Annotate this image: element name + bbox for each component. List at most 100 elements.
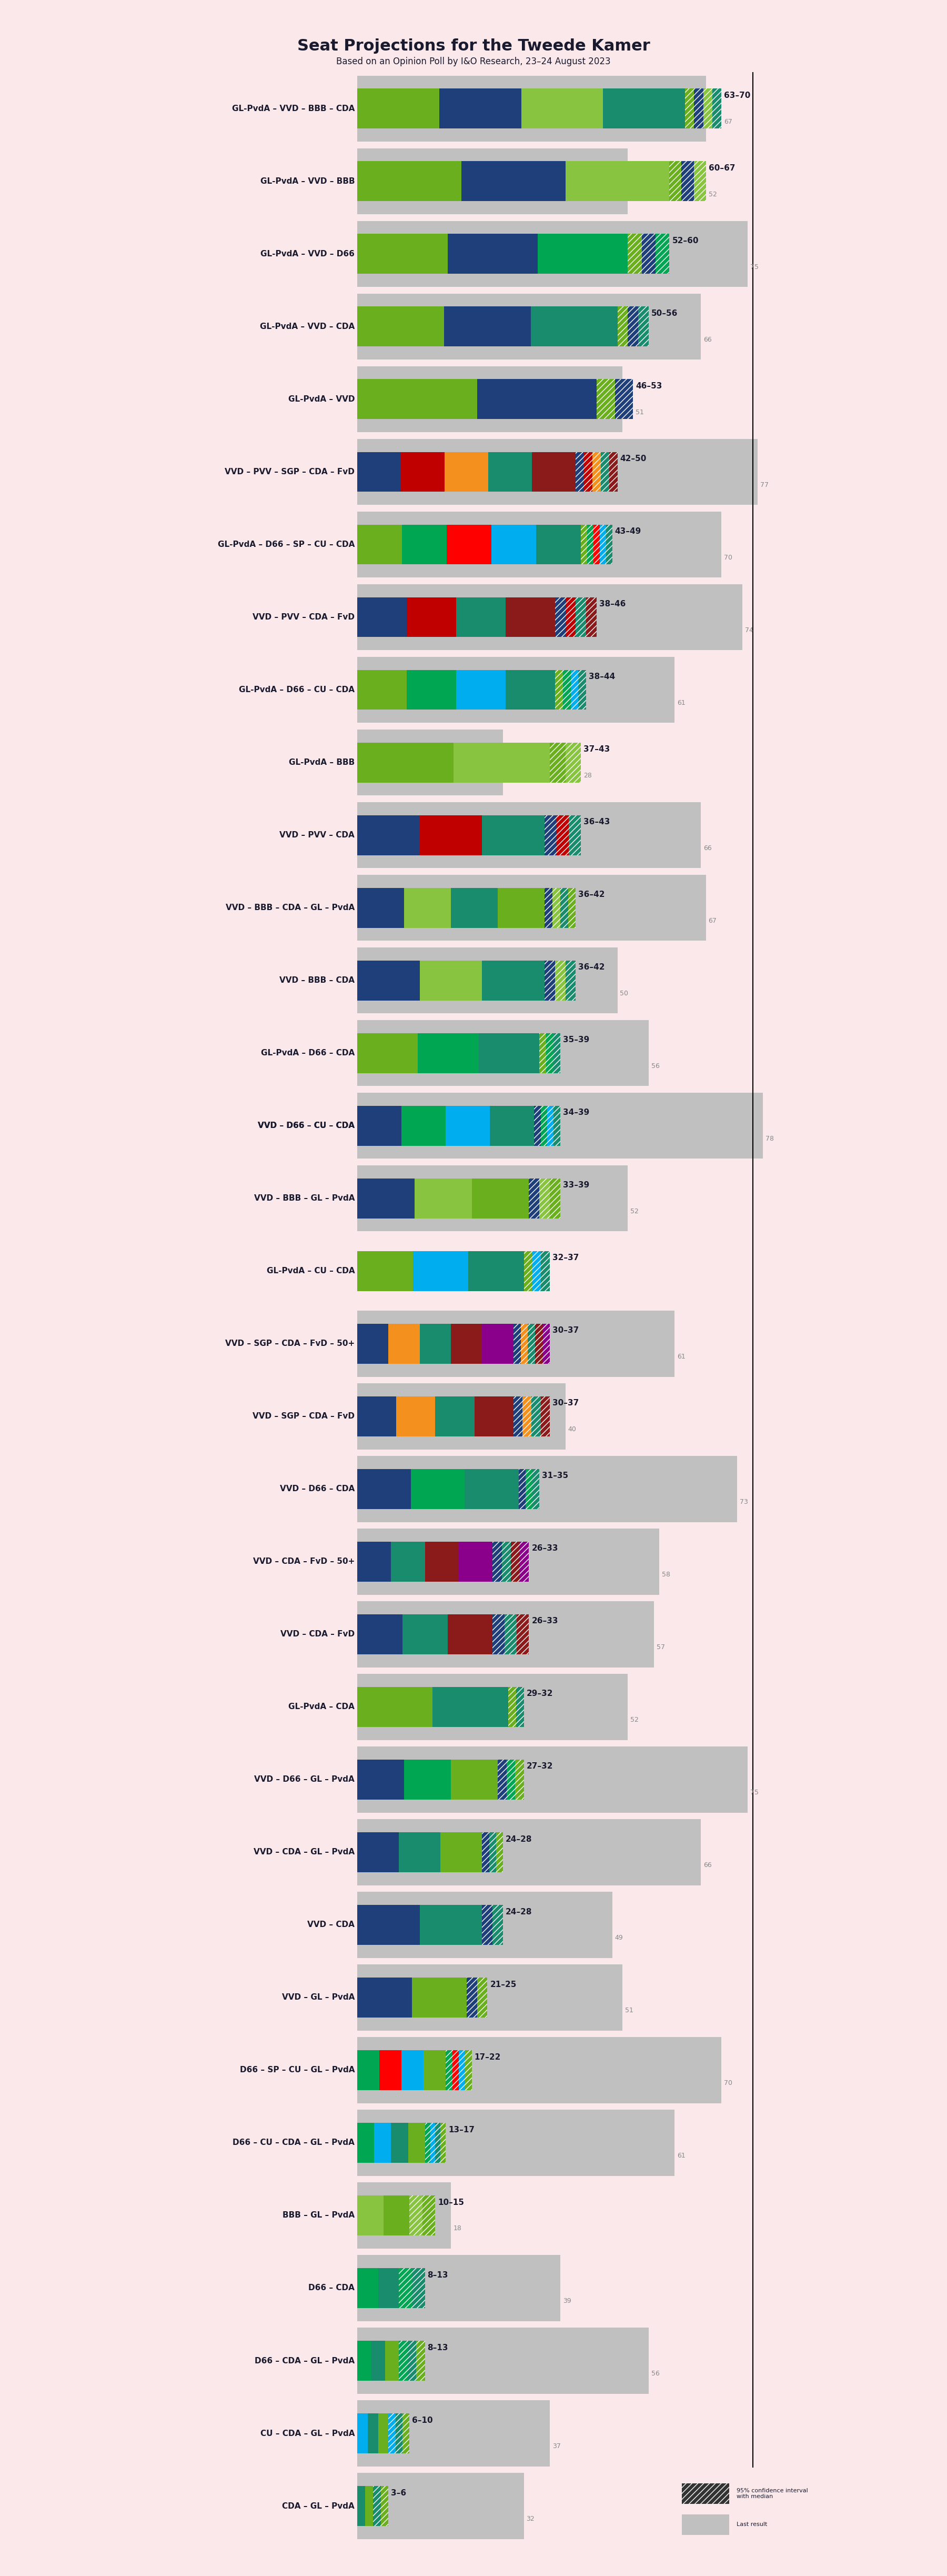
Bar <box>413 1759 468 1801</box>
Bar <box>472 1615 529 1654</box>
Bar <box>603 88 685 129</box>
Bar <box>415 670 472 711</box>
Bar <box>406 670 456 711</box>
Bar <box>547 1105 554 1146</box>
Bar <box>682 2483 729 2504</box>
Text: GL-PvdA – D66 – CU – CDA: GL-PvdA – D66 – CU – CDA <box>239 685 355 693</box>
Bar <box>565 451 617 492</box>
Bar <box>357 889 412 927</box>
Bar <box>461 451 513 492</box>
Bar <box>408 2123 425 2164</box>
Bar <box>425 2123 430 2164</box>
Bar <box>482 1832 489 1873</box>
Bar <box>521 88 603 129</box>
Bar <box>357 2050 380 2089</box>
Bar <box>357 2038 722 2102</box>
Bar <box>455 307 551 348</box>
Bar <box>495 379 633 420</box>
Bar <box>468 1759 524 1801</box>
Text: 95% confidence interval
with median: 95% confidence interval with median <box>737 2488 808 2499</box>
Bar <box>443 1540 486 1582</box>
Bar <box>527 1324 535 1363</box>
Text: 78: 78 <box>765 1136 774 1141</box>
Bar <box>474 1396 513 1437</box>
Bar <box>513 451 565 492</box>
Bar <box>472 670 529 711</box>
Bar <box>357 1105 402 1146</box>
Bar <box>502 1540 510 1582</box>
Bar <box>551 307 649 348</box>
Bar <box>472 1177 529 1218</box>
Bar <box>357 2486 366 2527</box>
Text: 63–70: 63–70 <box>724 93 751 100</box>
Bar <box>498 889 545 927</box>
Bar <box>412 1978 467 2017</box>
Bar <box>422 2195 436 2236</box>
Bar <box>532 451 576 492</box>
Bar <box>391 2267 425 2308</box>
Bar <box>357 2401 550 2465</box>
Text: CDA – GL – PvdA: CDA – GL – PvdA <box>282 2501 355 2509</box>
Bar <box>461 234 565 273</box>
Text: 61: 61 <box>677 701 686 706</box>
Text: 66: 66 <box>704 337 711 343</box>
Text: VVD – D66 – CDA: VVD – D66 – CDA <box>280 1484 355 1494</box>
Bar <box>440 2123 446 2164</box>
Bar <box>357 729 503 796</box>
Bar <box>357 670 406 711</box>
Bar <box>555 670 563 711</box>
Text: 38–44: 38–44 <box>589 672 616 680</box>
Bar <box>540 88 631 129</box>
Bar <box>586 598 597 636</box>
Bar <box>489 1832 496 1873</box>
Text: 43–49: 43–49 <box>615 528 641 536</box>
Bar <box>357 1615 415 1654</box>
Bar <box>550 1177 561 1218</box>
Text: 51: 51 <box>625 2007 634 2014</box>
Bar <box>451 889 498 927</box>
Bar <box>402 2123 423 2164</box>
Bar <box>568 889 576 927</box>
Bar <box>521 889 576 927</box>
Bar <box>430 2123 436 2164</box>
Bar <box>391 2123 408 2164</box>
Bar <box>357 222 747 286</box>
Bar <box>357 2267 391 2308</box>
Bar <box>357 526 408 564</box>
Bar <box>357 1602 653 1667</box>
Text: GL-PvdA – VVD – BBB – CDA: GL-PvdA – VVD – BBB – CDA <box>232 106 355 113</box>
Bar <box>357 1252 413 1291</box>
Bar <box>473 1324 511 1363</box>
Bar <box>631 88 722 129</box>
Text: VVD – PVV – CDA – FvD: VVD – PVV – CDA – FvD <box>253 613 355 621</box>
Bar <box>415 2050 443 2089</box>
Bar <box>448 88 540 129</box>
Bar <box>520 1540 529 1582</box>
Bar <box>529 1177 540 1218</box>
Text: 58: 58 <box>662 1571 670 1579</box>
Bar <box>396 2414 402 2452</box>
Text: GL-PvdA – VVD: GL-PvdA – VVD <box>288 394 355 404</box>
Bar <box>388 1324 420 1363</box>
Bar <box>550 742 565 783</box>
Text: VVD – CDA: VVD – CDA <box>308 1922 355 1929</box>
Bar <box>537 598 597 636</box>
Bar <box>357 1324 396 1363</box>
Text: 37: 37 <box>552 2442 561 2450</box>
Text: VVD – CDA – FvD: VVD – CDA – FvD <box>280 1631 355 1638</box>
Bar <box>468 1252 524 1291</box>
Bar <box>357 876 706 940</box>
Bar <box>357 1528 659 1595</box>
Bar <box>685 88 694 129</box>
Bar <box>402 2342 425 2380</box>
Bar <box>492 1904 503 1945</box>
Bar <box>509 1687 516 1726</box>
Bar <box>541 1252 550 1291</box>
Bar <box>357 1105 408 1146</box>
Bar <box>396 1324 435 1363</box>
Bar <box>456 598 506 636</box>
Text: 34–39: 34–39 <box>563 1108 589 1115</box>
Text: 39: 39 <box>563 2298 571 2306</box>
Bar <box>555 961 565 999</box>
Bar <box>384 2195 409 2236</box>
